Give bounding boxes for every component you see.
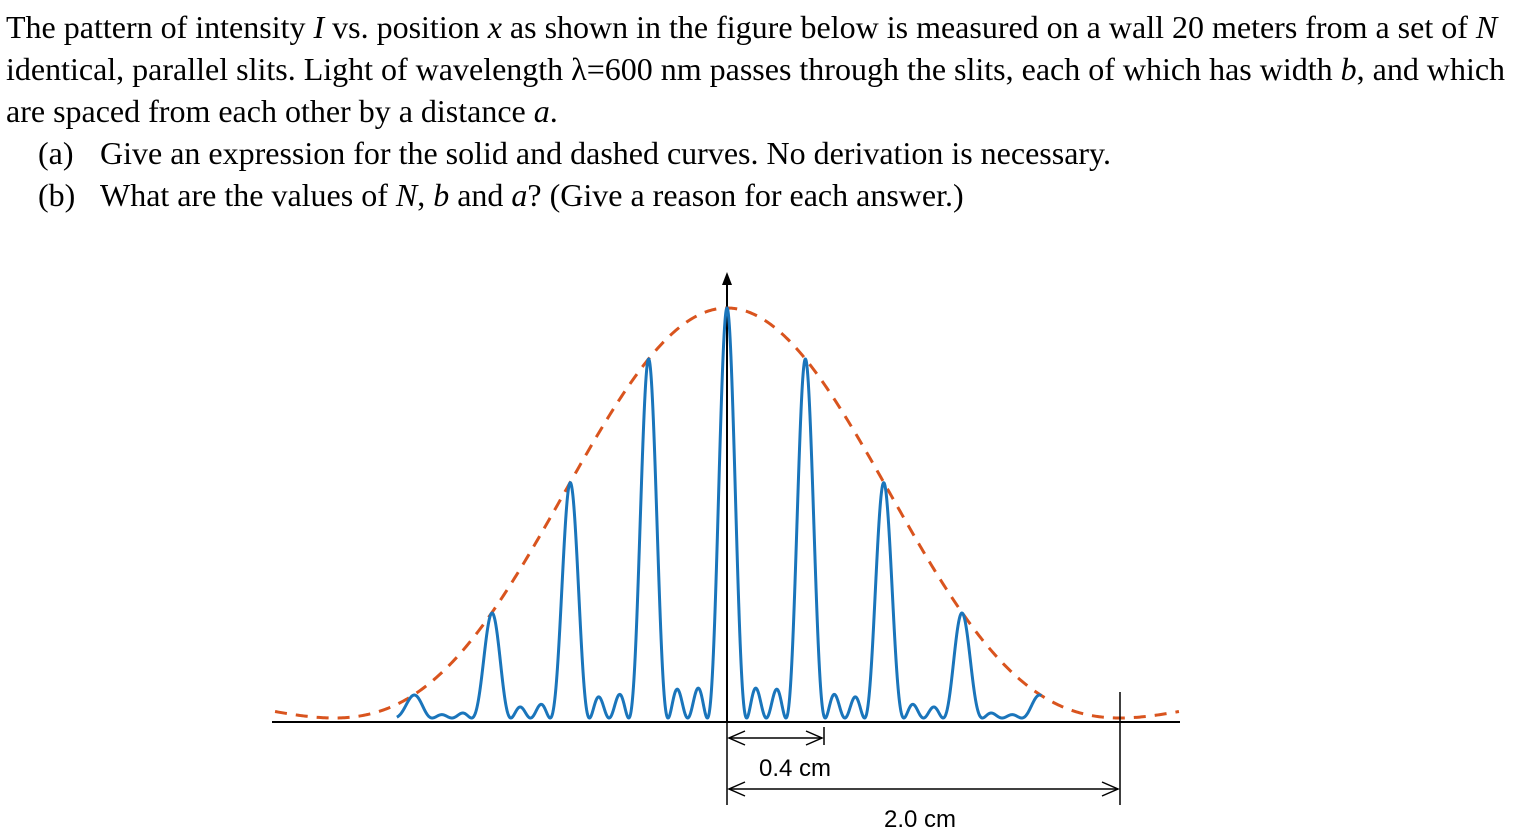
solid-intensity-curve bbox=[396, 306, 1043, 720]
variable-a: a bbox=[511, 177, 528, 213]
text-span: , and which are spaced from each other b… bbox=[6, 51, 1506, 129]
text-span: . bbox=[549, 93, 558, 129]
text-span: as shown in the figure below is measured… bbox=[501, 9, 1476, 45]
problem-text: The pattern of intensity I vs. position … bbox=[6, 6, 1514, 216]
dimension-large bbox=[727, 781, 1120, 797]
text-span: and bbox=[449, 177, 512, 213]
dimension-large-arrow-left bbox=[727, 781, 746, 797]
text-span: ? (Give a reason for each answer.) bbox=[527, 177, 964, 213]
y-axis-arrowhead bbox=[722, 272, 732, 285]
variable-x: x bbox=[487, 9, 502, 45]
variable-a: a bbox=[533, 93, 550, 129]
text-span: vs. position bbox=[324, 9, 488, 45]
dimension-small-label: 0.4 cm bbox=[759, 755, 831, 782]
problem-paragraph: The pattern of intensity I vs. position … bbox=[6, 6, 1514, 132]
dimension-large-label: 2.0 cm bbox=[884, 806, 956, 830]
text-span: The pattern of intensity bbox=[6, 9, 314, 45]
variable-b: b bbox=[433, 177, 450, 213]
part-a-text: Give an expression for the solid and das… bbox=[100, 135, 1111, 171]
dimension-large-arrow-right bbox=[1101, 781, 1120, 797]
variable-I: I bbox=[313, 9, 325, 45]
part-a-label: (a) bbox=[38, 135, 74, 171]
variable-N: N bbox=[1475, 9, 1498, 45]
part-b-label: (b) bbox=[38, 177, 76, 213]
dimension-small bbox=[727, 730, 824, 746]
dimension-small-arrow-left bbox=[727, 730, 746, 746]
part-b: (b) What are the values of N, b and a? (G… bbox=[6, 174, 1514, 216]
variable-N: N bbox=[395, 177, 418, 213]
text-span: What are the values of bbox=[100, 177, 396, 213]
dimension-small-arrow-right bbox=[805, 730, 824, 746]
variable-b: b bbox=[1340, 51, 1357, 87]
part-a: (a) Give an expression for the solid and … bbox=[6, 132, 1514, 174]
text-span: identical, parallel slits. Light of wave… bbox=[6, 51, 1341, 87]
text-span: , bbox=[417, 177, 434, 213]
